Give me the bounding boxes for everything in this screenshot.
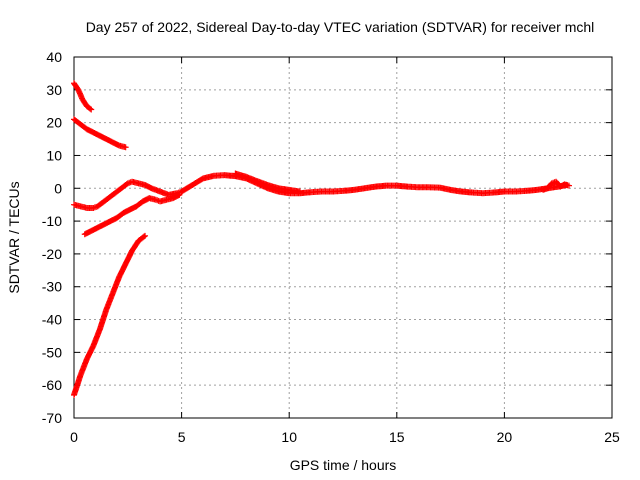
y-tick-label: -30: [42, 279, 62, 295]
series-arc-4: [81, 191, 183, 238]
data-point-fill: [140, 233, 147, 240]
y-tick-label: -70: [42, 410, 62, 426]
chart-title: Day 257 of 2022, Sidereal Day-to-day VTE…: [86, 19, 595, 35]
data-point: [122, 144, 129, 151]
x-tick-label: 5: [178, 429, 186, 445]
y-tick-label: -10: [42, 213, 62, 229]
y-tick-label: -20: [42, 246, 62, 262]
y-tick-label: -40: [42, 312, 62, 328]
data-series: [71, 80, 572, 399]
series-arc-2: [71, 116, 129, 151]
y-tick-label: 0: [54, 180, 62, 196]
data-point: [296, 188, 303, 195]
series-arc-3: [71, 178, 185, 211]
x-tick-label: 0: [70, 429, 78, 445]
data-point: [88, 106, 95, 113]
y-tick-label: -50: [42, 344, 62, 360]
y-tick-label: 30: [46, 82, 62, 98]
y-axis: -70 -60 -50 -40 -30 -20 -10 0 10 20 30 40: [42, 49, 612, 426]
x-axis-label: GPS time / hours: [290, 457, 397, 473]
series-arc-5: [71, 232, 149, 399]
data-point: [142, 232, 149, 239]
series-arc-7: [232, 170, 303, 195]
y-tick-label: 20: [46, 115, 62, 131]
data-point: [565, 182, 572, 189]
x-tick-label: 15: [389, 429, 405, 445]
data-point: [176, 191, 183, 198]
x-tick-label: 20: [497, 429, 513, 445]
grid-lines: [74, 57, 612, 418]
data-point-fill: [87, 105, 94, 112]
series-arc-8: [540, 178, 572, 193]
series-arc-1: [71, 80, 95, 113]
y-axis-label: SDTVAR / TECUs: [6, 181, 22, 293]
y-tick-label: 40: [46, 49, 62, 65]
plot-frame: [73, 56, 613, 419]
x-tick-label: 10: [281, 429, 297, 445]
y-tick-label: -60: [42, 377, 62, 393]
x-axis: 0 5 10 15 20 25: [70, 57, 620, 445]
y-tick-label: 10: [46, 147, 62, 163]
x-tick-label: 25: [604, 429, 620, 445]
